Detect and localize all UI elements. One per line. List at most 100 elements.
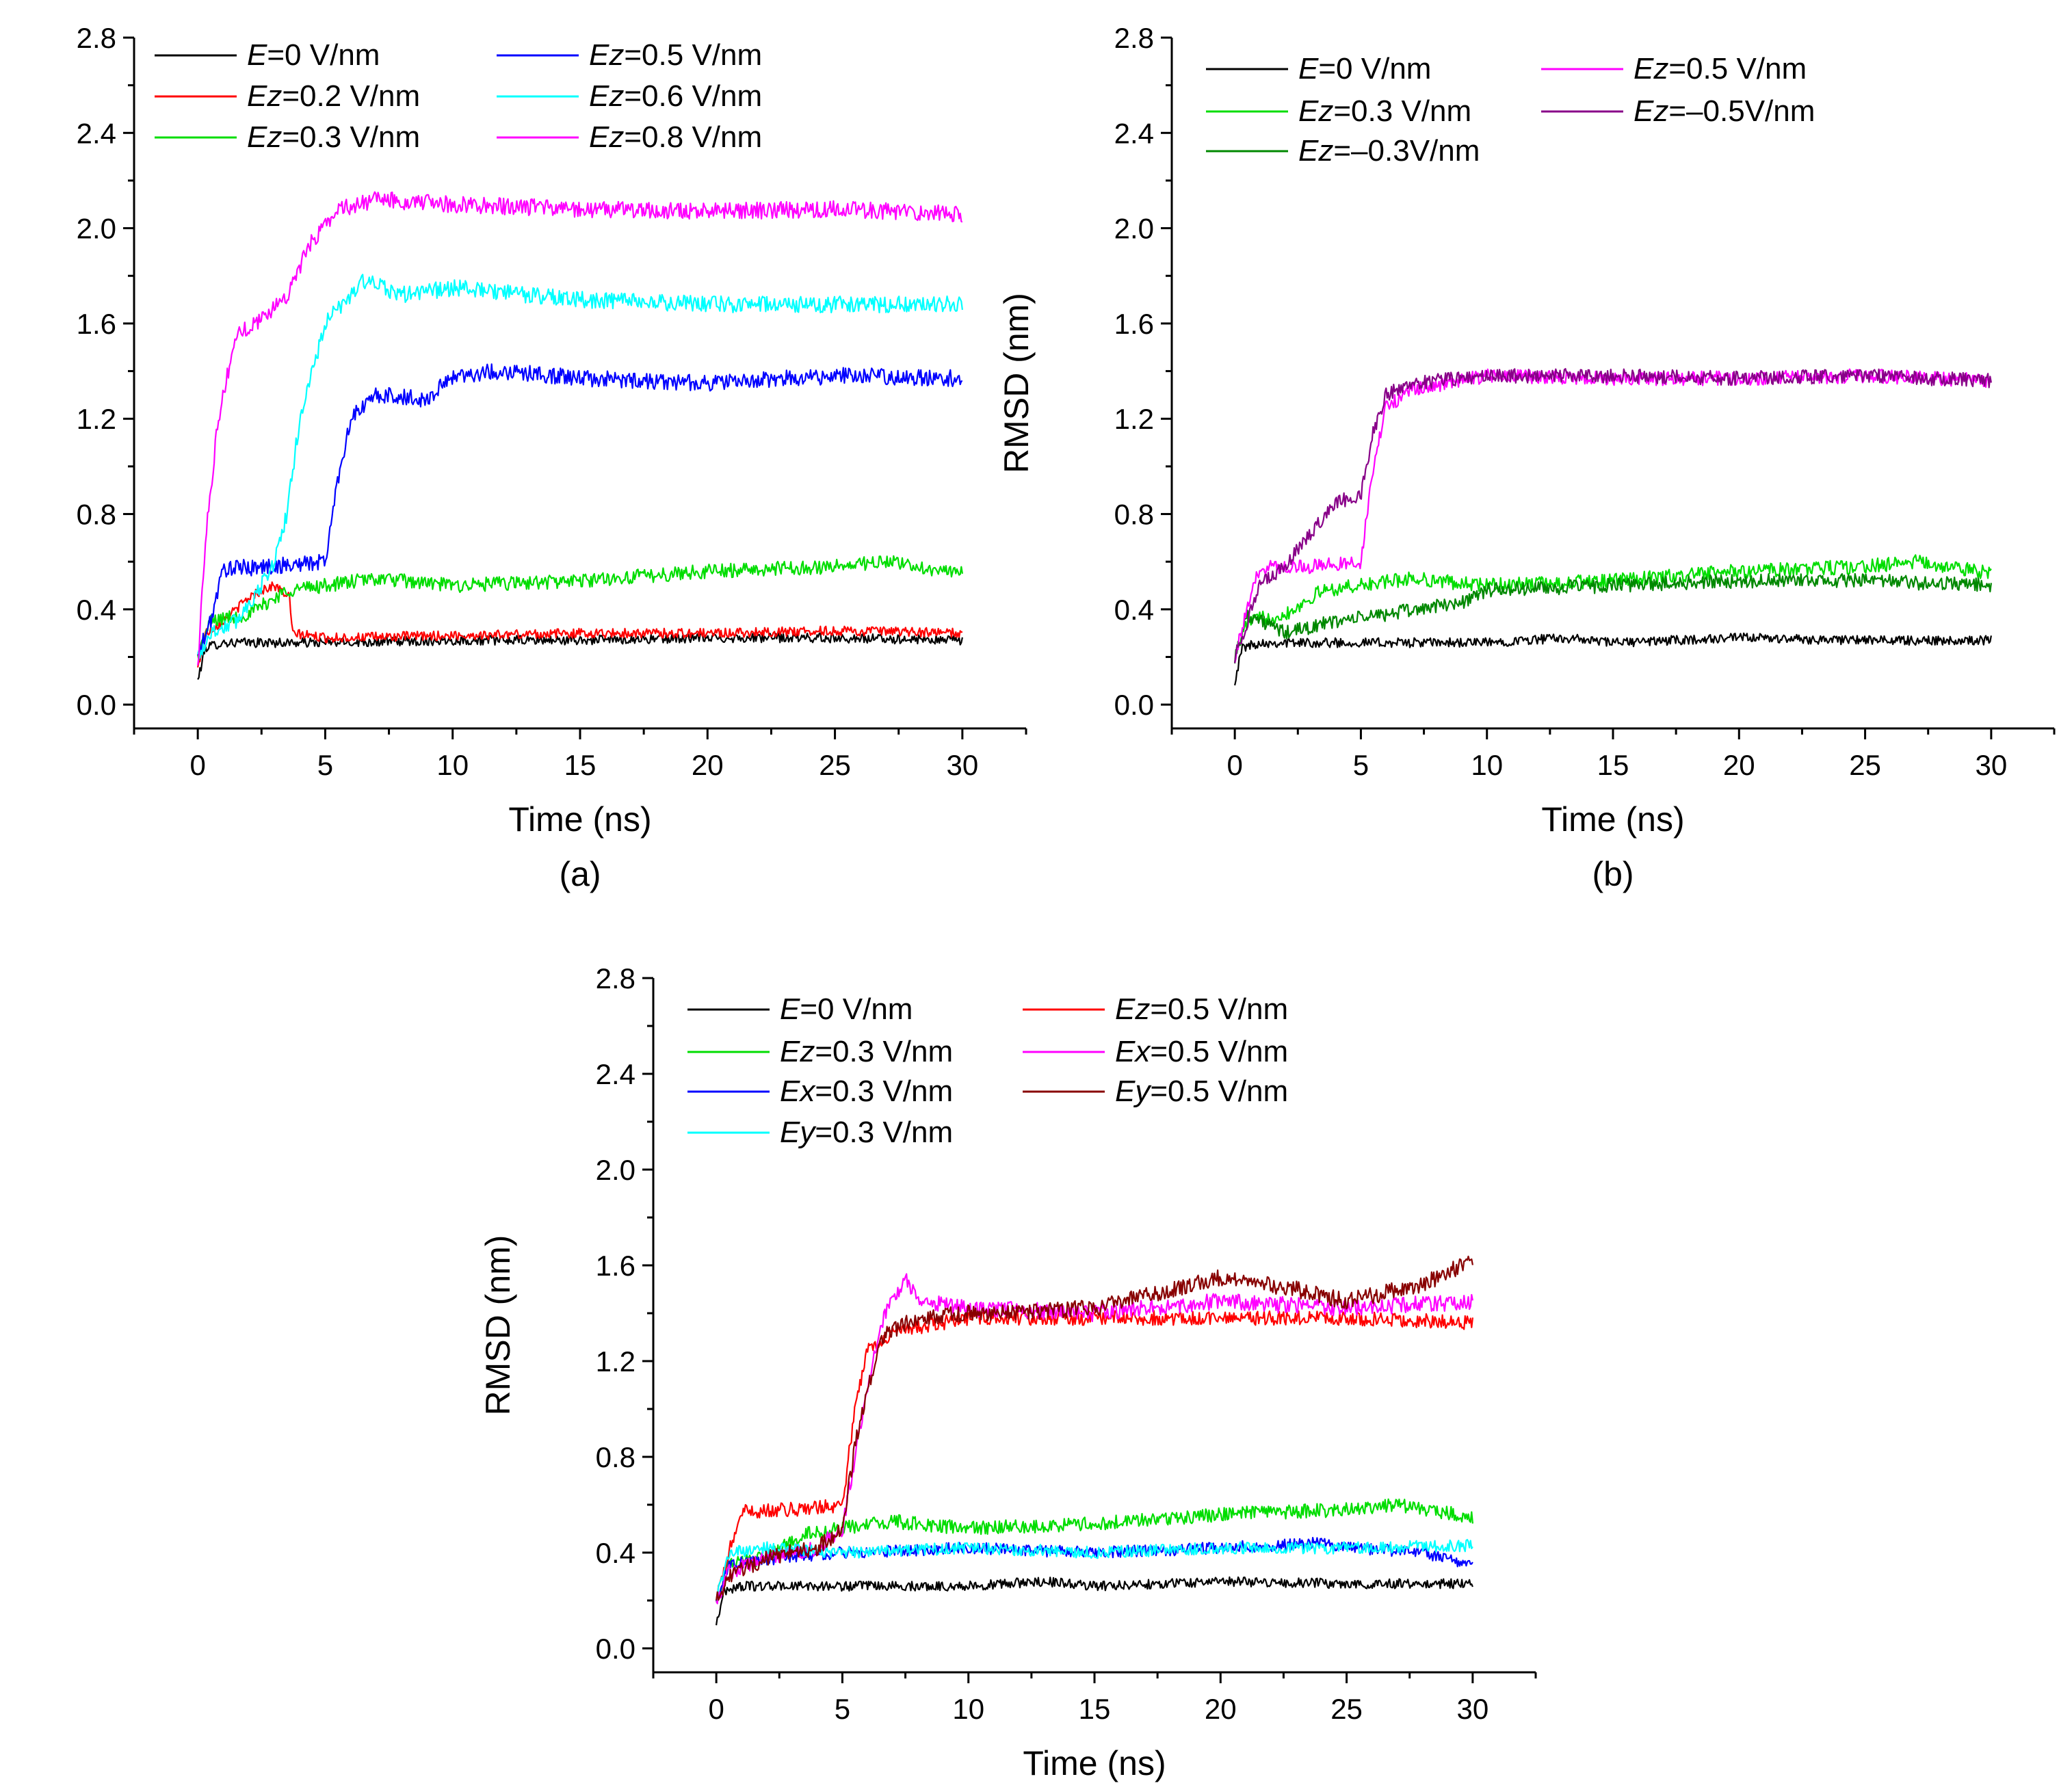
x-tick-label: 0 bbox=[1227, 749, 1242, 781]
chart-panel-c: 0.0 0.4 0.8 1.2 1.6 2.0 2.4 2.8 0 5 10 15 20 25 30 Time… bbox=[479, 962, 1537, 1782]
x-tick-label: 30 bbox=[1456, 1693, 1488, 1725]
legend-symbol: Ey bbox=[1115, 1075, 1152, 1108]
legend-symbol: Ez bbox=[1115, 992, 1150, 1026]
y-tick-label: 0.8 bbox=[77, 499, 116, 531]
series-line-e-0-v-nm bbox=[716, 1576, 1473, 1626]
legend-value: =0 V/nm bbox=[1318, 52, 1431, 85]
legend-symbol: E bbox=[1298, 52, 1319, 85]
legend-label: E=0 V/nm bbox=[1298, 52, 1431, 85]
legend-symbol: Ex bbox=[780, 1075, 816, 1108]
legend-label: E=0 V/nm bbox=[780, 992, 913, 1026]
x-tick-label: 15 bbox=[564, 749, 596, 781]
x-tick-label: 20 bbox=[1205, 1693, 1237, 1725]
series-line-ez-0.5v-nm bbox=[1234, 368, 1992, 663]
legend-label: Ez=0.3 V/nm bbox=[1298, 94, 1471, 128]
y-tick-label: 2.4 bbox=[1114, 117, 1154, 149]
legend-value: =0.3 V/nm bbox=[815, 1116, 953, 1149]
x-axis-title: Time (ns) bbox=[1541, 800, 1684, 839]
y-tick-label: 2.4 bbox=[77, 117, 116, 149]
y-tick-label: 0.0 bbox=[1114, 689, 1154, 721]
series-line-ez-0.2-v-nm bbox=[197, 581, 963, 668]
x-tick-label: 0 bbox=[708, 1693, 724, 1725]
legend-symbol: Ez bbox=[247, 120, 282, 154]
legend-value: =0 V/nm bbox=[267, 38, 380, 72]
y-tick-label: 2.0 bbox=[596, 1154, 635, 1186]
y-tick-label: 0.4 bbox=[77, 594, 116, 626]
y-tick-label: 0.0 bbox=[596, 1633, 635, 1665]
legend-symbol: E bbox=[780, 992, 800, 1026]
y-tick-label: 1.6 bbox=[1114, 308, 1154, 340]
legend-value: =0.6 V/nm bbox=[624, 79, 762, 113]
panel-caption: (b) bbox=[1592, 855, 1634, 893]
legend-value: =0.3 V/nm bbox=[282, 120, 420, 154]
x-tick-label: 25 bbox=[1330, 1693, 1363, 1725]
legend-symbol: Ez bbox=[1298, 94, 1333, 128]
series-line-ez-0.6-v-nm bbox=[197, 274, 963, 659]
panel-caption: (a) bbox=[559, 855, 601, 893]
x-axis-title: Time (ns) bbox=[508, 800, 651, 839]
legend-value: =0 V/nm bbox=[800, 992, 913, 1026]
chart-panel-a: 0.0 0.4 0.8 1.2 1.6 2.0 2.4 2.8 0 5 10 15 20 25 30 Time… bbox=[77, 22, 1027, 893]
legend-label: Ez=0.5 V/nm bbox=[1634, 52, 1807, 85]
y-tick-label: 0.4 bbox=[596, 1537, 635, 1569]
legend-label: Ez=–0.5V/nm bbox=[1634, 94, 1815, 128]
legend-value: =0.5 V/nm bbox=[1668, 52, 1807, 85]
legend-label: Ez=0.3 V/nm bbox=[780, 1035, 953, 1068]
legend-label: Ez=0.2 V/nm bbox=[247, 79, 420, 113]
y-tick-label: 0.0 bbox=[77, 689, 116, 721]
legend-symbol: Ez bbox=[589, 120, 624, 154]
y-tick-label: 1.6 bbox=[596, 1250, 635, 1282]
x-tick-label: 10 bbox=[952, 1693, 984, 1725]
legend-symbol: Ex bbox=[1115, 1035, 1151, 1068]
series-line-ez-0.3v-nm bbox=[1234, 572, 1992, 663]
series-line-ez-0.3-v-nm bbox=[1234, 554, 1992, 664]
x-tick-label: 5 bbox=[1353, 749, 1369, 781]
x-tick-label: 30 bbox=[1975, 749, 2007, 781]
y-tick-label: 2.0 bbox=[1114, 213, 1154, 245]
legend-value: =0.5 V/nm bbox=[1150, 992, 1288, 1026]
legend-value: =–0.3V/nm bbox=[1333, 134, 1480, 168]
legend-label: Ex=0.3 V/nm bbox=[780, 1075, 953, 1108]
y-tick-label: 2.0 bbox=[77, 213, 116, 245]
series-line-e-0-v-nm bbox=[197, 632, 963, 680]
legend-label: Ez=0.6 V/nm bbox=[589, 79, 762, 113]
legend-label: Ey=0.3 V/nm bbox=[780, 1116, 953, 1149]
legend-symbol: E bbox=[247, 38, 267, 72]
legend-symbol: Ez bbox=[589, 79, 624, 113]
legend-symbol: Ez bbox=[1634, 94, 1668, 128]
legend-symbol: Ey bbox=[780, 1116, 817, 1149]
legend-symbol: Ez bbox=[589, 38, 624, 72]
legend-symbol: Ez bbox=[1634, 52, 1668, 85]
legend-value: =0.5 V/nm bbox=[1150, 1035, 1288, 1068]
x-tick-label: 20 bbox=[692, 749, 724, 781]
legend-symbol: Ez bbox=[780, 1035, 815, 1068]
x-tick-label: 30 bbox=[946, 749, 978, 781]
series-line-ez-0.5-v-nm bbox=[197, 363, 963, 657]
y-tick-label: 0.4 bbox=[1114, 594, 1154, 626]
legend-label: Ez=0.5 V/nm bbox=[589, 38, 762, 72]
x-tick-label: 25 bbox=[819, 749, 851, 781]
x-axis-title: Time (ns) bbox=[1023, 1744, 1166, 1782]
legend-value: =0.8 V/nm bbox=[624, 120, 762, 154]
chart-panel-b: 0.0 0.4 0.8 1.2 1.6 2.0 2.4 2.8 0 5 10 15 20 25 30 Time… bbox=[997, 22, 2056, 893]
y-tick-label: 1.2 bbox=[596, 1345, 635, 1378]
series-line-ez-0.5-v-nm bbox=[716, 1310, 1473, 1602]
legend-symbol: Ez bbox=[1298, 134, 1333, 168]
y-tick-label: 2.8 bbox=[1114, 22, 1154, 54]
x-tick-label: 5 bbox=[317, 749, 333, 781]
x-tick-label: 0 bbox=[189, 749, 205, 781]
legend-label: Ez=–0.3V/nm bbox=[1298, 134, 1480, 168]
legend-value: =0.2 V/nm bbox=[282, 79, 420, 113]
legend-label: Ez=0.8 V/nm bbox=[589, 120, 762, 154]
y-tick-label: 2.8 bbox=[596, 962, 635, 994]
y-tick-label: 0.8 bbox=[1114, 499, 1154, 531]
x-tick-label: 15 bbox=[1597, 749, 1629, 781]
y-tick-label: 1.2 bbox=[1114, 403, 1154, 435]
legend-value: =0.5 V/nm bbox=[624, 38, 762, 72]
legend-label: Ez=0.3 V/nm bbox=[247, 120, 420, 154]
legend-value: =0.5 V/nm bbox=[1150, 1075, 1288, 1108]
series-line-ez-0.8-v-nm bbox=[197, 191, 963, 666]
x-tick-label: 20 bbox=[1723, 749, 1755, 781]
y-tick-label: 1.6 bbox=[77, 308, 116, 340]
